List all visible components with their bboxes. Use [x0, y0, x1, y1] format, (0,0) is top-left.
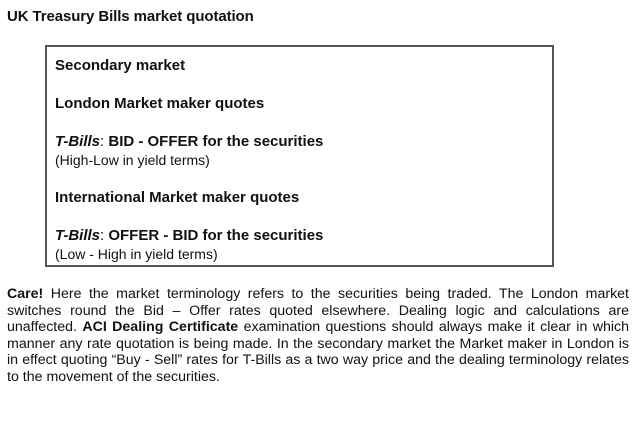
international-heading: International Market maker quotes — [55, 189, 300, 206]
page-title: UK Treasury Bills market quotation — [7, 8, 254, 25]
care-paragraph: Care! Here the market terminology refers… — [7, 286, 629, 386]
quotation-box: Secondary market London Market maker quo… — [45, 45, 554, 267]
secondary-market-heading: Secondary market — [55, 57, 186, 74]
care-label: Care! — [7, 286, 44, 302]
international-quote-text: OFFER - BID for the securities — [104, 227, 324, 244]
london-note: (High-Low in yield terms) — [55, 152, 210, 168]
international-note: (Low - High in yield terms) — [55, 246, 218, 262]
care-paragraph-part1: Here the market terminology refers to th… — [7, 286, 629, 336]
international-quote: T-Bills: OFFER - BID for the securities — [55, 227, 323, 244]
london-quote-prefix: T-Bills — [55, 133, 101, 150]
london-quote-colon: : — [100, 133, 105, 150]
care-paragraph-part2: examination questions should always make… — [7, 319, 629, 385]
london-quote-text: BID - OFFER for the securities — [104, 133, 324, 150]
london-quote: T-Bills: BID - OFFER for the securities — [55, 133, 323, 150]
london-heading: London Market maker quotes — [55, 95, 265, 112]
international-quote-prefix: T-Bills — [55, 227, 101, 244]
international-quote-colon: : — [100, 227, 105, 244]
aci-label: ACI Dealing Certificate — [82, 319, 239, 336]
